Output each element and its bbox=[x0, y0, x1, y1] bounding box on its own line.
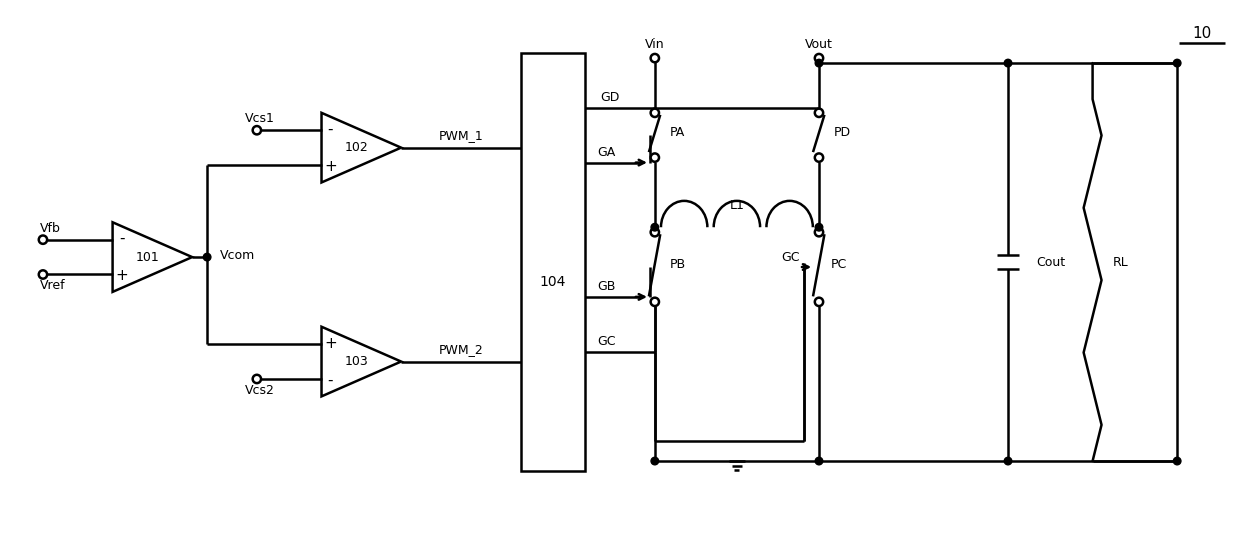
Circle shape bbox=[651, 298, 658, 306]
Text: PWM_2: PWM_2 bbox=[439, 343, 484, 356]
Text: 102: 102 bbox=[345, 141, 368, 154]
Text: L1: L1 bbox=[729, 199, 744, 212]
Circle shape bbox=[253, 126, 262, 135]
Circle shape bbox=[651, 153, 658, 162]
Text: 10: 10 bbox=[1193, 26, 1211, 40]
Text: RL: RL bbox=[1112, 255, 1128, 269]
Text: Vref: Vref bbox=[40, 279, 66, 292]
Text: +: + bbox=[324, 159, 337, 173]
Circle shape bbox=[815, 298, 823, 306]
Text: GA: GA bbox=[598, 146, 615, 159]
Text: Vcom: Vcom bbox=[219, 248, 255, 261]
Text: Vout: Vout bbox=[805, 38, 833, 51]
Text: PWM_1: PWM_1 bbox=[439, 129, 484, 142]
Text: PA: PA bbox=[670, 126, 684, 139]
Text: GD: GD bbox=[600, 91, 620, 104]
Circle shape bbox=[815, 54, 823, 62]
Circle shape bbox=[651, 228, 658, 236]
Text: -: - bbox=[327, 122, 334, 137]
Text: GC: GC bbox=[598, 335, 615, 348]
Circle shape bbox=[815, 109, 823, 117]
Text: PB: PB bbox=[670, 258, 686, 271]
Text: 103: 103 bbox=[345, 355, 368, 368]
Text: 104: 104 bbox=[539, 275, 565, 289]
Circle shape bbox=[651, 109, 658, 117]
Circle shape bbox=[815, 59, 823, 67]
Text: GC: GC bbox=[781, 251, 800, 264]
Text: GB: GB bbox=[598, 281, 615, 293]
Circle shape bbox=[1004, 457, 1012, 465]
Circle shape bbox=[203, 253, 211, 261]
Circle shape bbox=[815, 228, 823, 236]
Circle shape bbox=[1173, 59, 1180, 67]
Text: PD: PD bbox=[835, 126, 851, 139]
Circle shape bbox=[38, 236, 47, 244]
Bar bbox=[521, 53, 585, 471]
Text: Vin: Vin bbox=[645, 38, 665, 51]
Circle shape bbox=[651, 224, 658, 231]
Text: -: - bbox=[119, 231, 124, 246]
Circle shape bbox=[253, 375, 262, 383]
Text: 101: 101 bbox=[135, 251, 159, 264]
Text: PC: PC bbox=[831, 258, 847, 271]
Circle shape bbox=[815, 224, 823, 231]
Text: -: - bbox=[327, 373, 334, 387]
Text: Cout: Cout bbox=[1035, 255, 1065, 269]
Circle shape bbox=[815, 153, 823, 162]
Text: Vcs2: Vcs2 bbox=[246, 385, 275, 398]
Text: +: + bbox=[324, 336, 337, 351]
Circle shape bbox=[1173, 457, 1180, 465]
Text: Vcs1: Vcs1 bbox=[246, 112, 275, 125]
Text: Vfb: Vfb bbox=[40, 222, 61, 235]
Circle shape bbox=[38, 270, 47, 278]
Circle shape bbox=[651, 457, 658, 465]
Circle shape bbox=[815, 457, 823, 465]
Text: +: + bbox=[115, 268, 128, 283]
Circle shape bbox=[651, 54, 658, 62]
Circle shape bbox=[1004, 59, 1012, 67]
